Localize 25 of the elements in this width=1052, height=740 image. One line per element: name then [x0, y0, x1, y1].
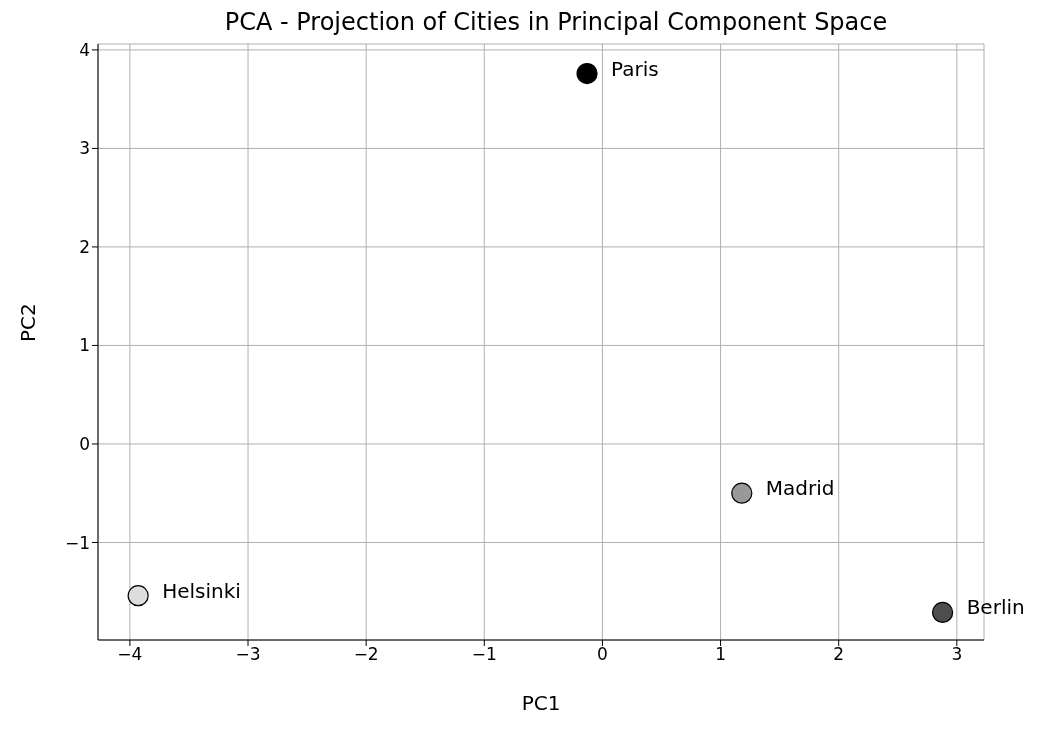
- x-tick-label: 2: [833, 644, 845, 665]
- x-tick-label: 0: [597, 644, 608, 665]
- series-label: Helsinki: [162, 578, 241, 603]
- point: [127, 585, 149, 607]
- y-tick-label: 2: [79, 236, 90, 257]
- series-label: Madrid: [765, 476, 835, 501]
- x-tick-label: −2: [353, 644, 379, 665]
- point: [731, 482, 753, 504]
- x-tick-label: −4: [117, 644, 143, 665]
- point: [576, 62, 598, 85]
- x-tick-label: −3: [235, 644, 261, 665]
- x-tick-label: 3: [951, 644, 963, 665]
- y-tick-label: −1: [64, 532, 90, 553]
- x-axis-title: PC1: [521, 691, 561, 715]
- y-tick-label: 4: [79, 39, 90, 60]
- y-tick-label: 3: [79, 138, 90, 159]
- x-tick-label: −1: [471, 644, 497, 665]
- y-tick-label: 0: [79, 434, 90, 454]
- y-tick-label: 1: [79, 335, 90, 356]
- point: [932, 601, 954, 624]
- y-axis-title: PC2: [16, 303, 41, 342]
- chart-title: PCA - Projection of Cities in Principal Component Space: [223, 8, 889, 36]
- series-label: Paris: [611, 56, 659, 81]
- x-tick-label: 1: [715, 644, 726, 665]
- series-label: Berlin: [966, 595, 1025, 620]
